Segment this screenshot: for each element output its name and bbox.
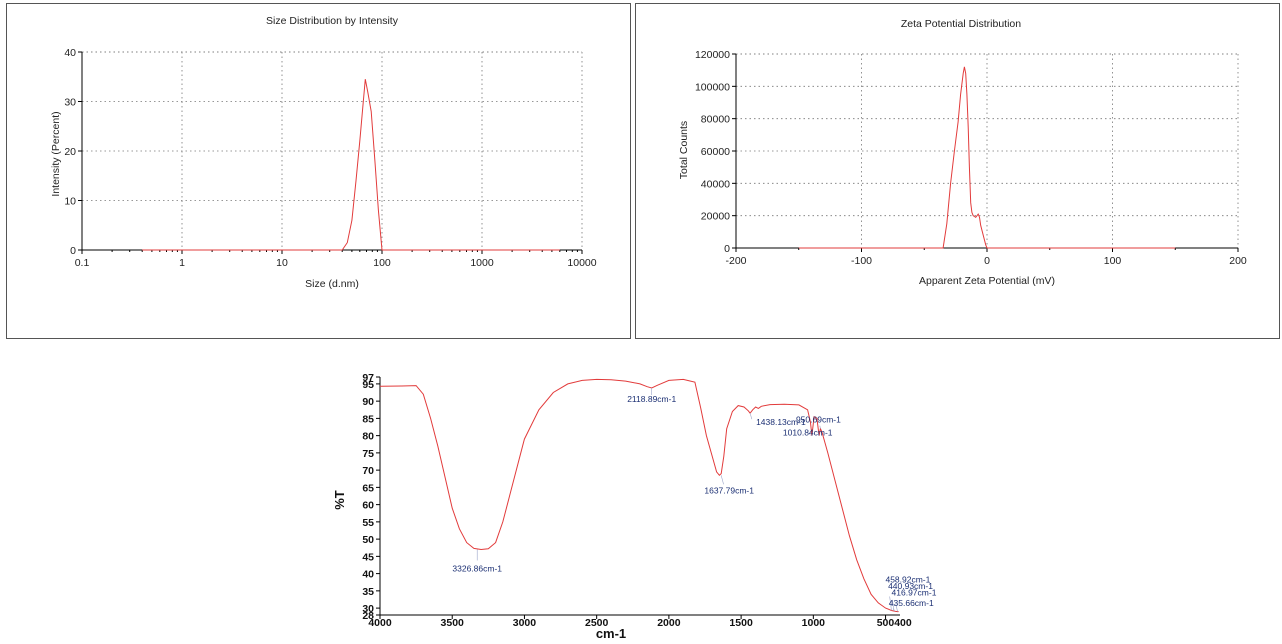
x-axis-label: cm-1: [596, 626, 626, 641]
y-tick-label: 10: [64, 196, 76, 208]
y-axis-label: %T: [332, 490, 347, 510]
x-tick-label: -100: [851, 255, 872, 267]
tick-labels: -200 -100 0 100 200 0 20000 40000 60000 80000 1000…: [695, 49, 1247, 267]
axes: [78, 51, 583, 254]
y-tick-label: 70: [362, 465, 374, 477]
axes: [376, 376, 900, 619]
y-tick-label: 20: [64, 146, 76, 158]
x-tick-label: 100: [373, 257, 391, 269]
size-distribution-chart: Size Distribution by Intensity 0.1 1 10 100…: [50, 15, 597, 290]
y-tick-label: 65: [362, 482, 374, 494]
size-distribution-chart-panel: Size Distribution by Intensity 0.1 1 10 100…: [6, 3, 631, 339]
y-tick-label: 40: [64, 47, 76, 59]
x-tick-label: 0: [984, 255, 990, 267]
zeta-potential-chart-panel: Zeta Potential Distribution -200 -100 0 100…: [635, 3, 1280, 339]
y-tick-label: 95: [362, 379, 374, 391]
y-tick-label: 30: [64, 97, 76, 109]
peak-annotation-label: 950.69cm-1: [796, 415, 841, 425]
x-tick-label: 4000: [368, 617, 392, 629]
y-tick-label: 50: [362, 534, 374, 546]
series-line: [798, 66, 1176, 249]
y-tick-label: 60000: [701, 146, 730, 158]
y-tick-label: 0: [70, 245, 76, 257]
peak-annotation-label: 1637.79cm-1: [704, 485, 754, 495]
y-tick-label: 0: [724, 243, 730, 255]
peak-annotation-label: 458.92cm-1: [885, 575, 930, 585]
x-tick-label: 200: [1229, 255, 1247, 267]
annotation-leader: [720, 475, 724, 485]
y-tick-label: 40: [362, 569, 374, 581]
y-tick-label: 20000: [701, 211, 730, 223]
y-tick-label: 120000: [695, 49, 730, 61]
annotation-leader: [891, 599, 895, 611]
y-tick-label: 90: [362, 396, 374, 408]
x-axis-label: Size (d.nm): [305, 278, 359, 290]
peak-annotation-label: 2118.89cm-1: [627, 394, 676, 404]
y-axis-label: Total Counts: [678, 121, 690, 179]
y-tick-label: 28: [362, 610, 374, 622]
x-tick-label: 2000: [657, 617, 681, 629]
y-tick-label: 60: [362, 500, 374, 512]
x-tick-label: 0.1: [75, 257, 90, 269]
y-axis-label: Intensity (Percent): [50, 111, 62, 196]
series-line: [142, 79, 560, 251]
peak-annotation-label: 440.93cm-1: [888, 581, 933, 591]
x-tick-label: 2500: [585, 617, 609, 629]
spectrum-line: [379, 378, 899, 613]
x-tick-label: 1000: [802, 617, 826, 629]
y-tick-label: 30: [362, 603, 374, 615]
x-tick-label: -200: [725, 255, 746, 267]
peak-annotation-label: 3326.86cm-1: [452, 563, 502, 573]
y-tick-label: 97: [362, 372, 374, 384]
y-tick-label: 40000: [701, 178, 730, 190]
ftir-spectrum-panel: 4000 3500 3000 2500 2000 1500 1000 500400 28 30 35…: [320, 365, 960, 644]
grid: [736, 53, 1239, 248]
y-tick-label: 85: [362, 413, 374, 425]
x-tick-label: 10: [276, 257, 288, 269]
x-axis-label: Apparent Zeta Potential (mV): [919, 275, 1055, 287]
y-tick-label: 100000: [695, 81, 730, 93]
grid: [82, 51, 583, 250]
x-tick-label: 3000: [513, 617, 537, 629]
peak-annotation-label: 1010.84cm-1: [783, 428, 833, 438]
chart-title: Size Distribution by Intensity: [266, 15, 399, 27]
y-tick-label: 80000: [701, 114, 730, 126]
y-tick-label: 45: [362, 551, 374, 563]
zeta-potential-chart: Zeta Potential Distribution -200 -100 0 100…: [678, 18, 1247, 287]
x-tick-label: 100: [1104, 255, 1122, 267]
annotation-leader: [892, 608, 896, 612]
x-tick-label: 1500: [729, 617, 753, 629]
annotation-leader: [749, 413, 753, 420]
x-tick-label: 500400: [877, 617, 912, 629]
annotation-leader: [895, 603, 898, 612]
peak-annotation-label: 435.66cm-1: [889, 598, 934, 608]
x-tick-label: 1: [179, 257, 185, 269]
x-tick-label: 3500: [441, 617, 465, 629]
x-tick-label: 1000: [470, 257, 494, 269]
chart-title: Zeta Potential Distribution: [901, 18, 1021, 30]
tick-labels: 0.1 1 10 100 1000 10000 0 10 20 30 40: [64, 47, 596, 269]
y-tick-label: 80: [362, 431, 374, 443]
x-tick-label: 10000: [567, 257, 596, 269]
annotation-leader: [819, 425, 821, 429]
annotation-leader: [889, 596, 892, 611]
y-tick-label: 55: [362, 517, 374, 529]
y-tick-label: 75: [362, 448, 374, 460]
peak-annotations: 3326.86cm-1 2118.89cm-1 1637.79cm-1 1438.13…: [452, 388, 937, 612]
peak-annotation-label: 416.97cm-1: [892, 588, 937, 598]
peak-annotation-label: 1438.13cm-1: [756, 417, 806, 427]
y-tick-label: 35: [362, 586, 374, 598]
axes: [732, 53, 1239, 252]
